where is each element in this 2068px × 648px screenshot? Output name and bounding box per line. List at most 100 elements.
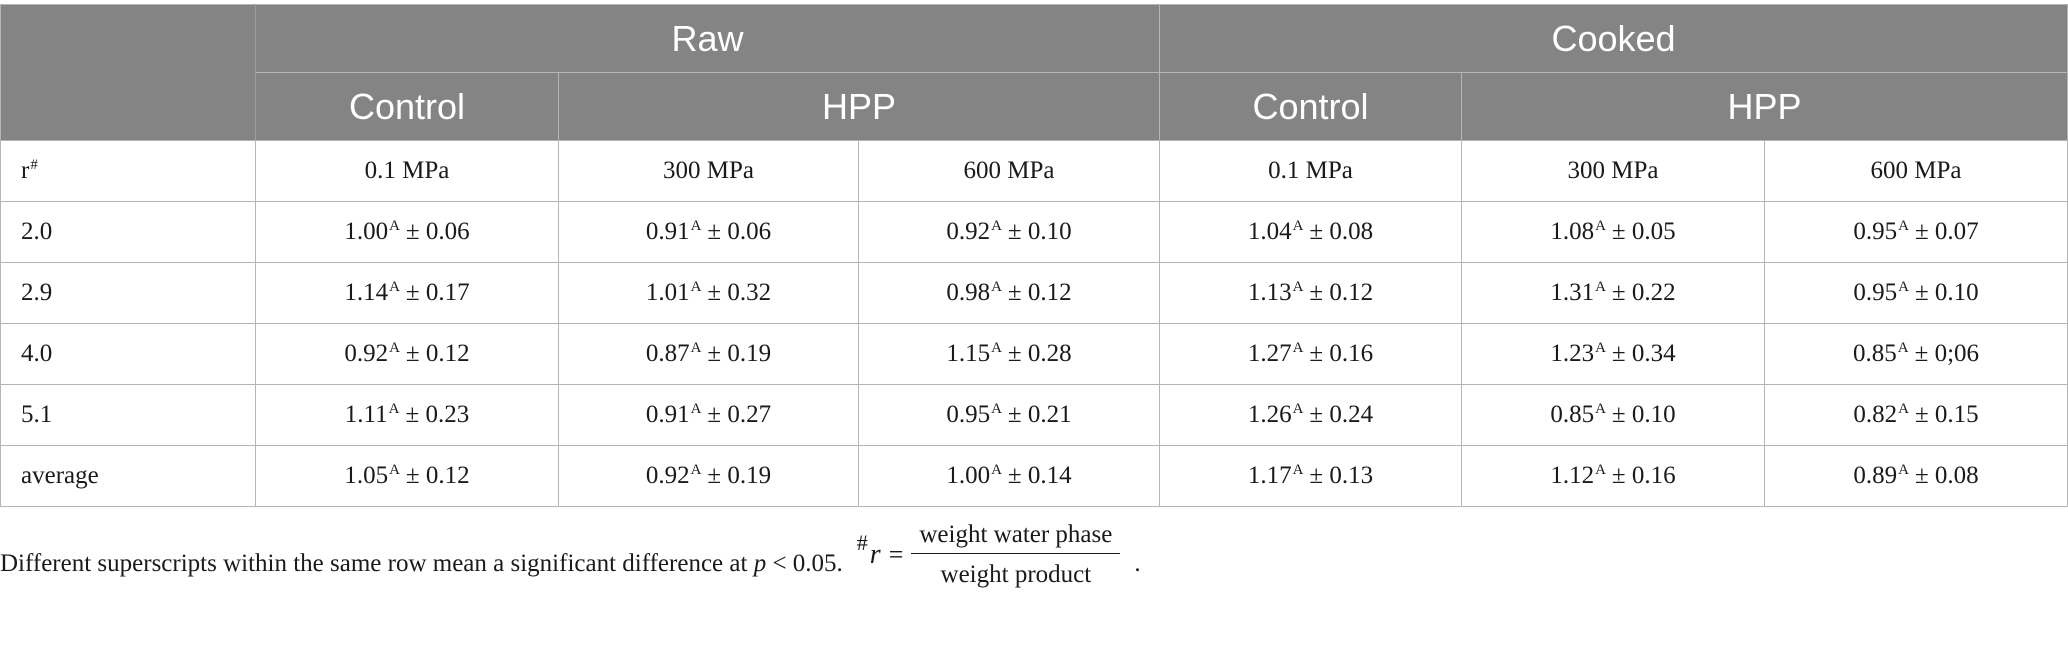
cell-superscript: A (1292, 462, 1304, 478)
row-label: 4.0 (0, 323, 256, 385)
sub-header-row: Control HPP Control HPP (1, 72, 2068, 141)
r-definition-formula: # r = weight water phase weight product (857, 522, 1121, 587)
cell-sd: ± 0;06 (1914, 340, 1980, 367)
cell-sd: ± 0.28 (1007, 340, 1072, 367)
data-cell: 0.95A ± 0.07 (1763, 201, 2068, 263)
data-cell: 0.98A ± 0.12 (858, 262, 1160, 324)
pressure-cell: 0.1 MPa (1159, 140, 1462, 202)
row-label: 2.0 (0, 201, 256, 263)
cell-mean: 1.17 (1247, 462, 1292, 489)
table-row: 2.9 1.14A ± 0.17 1.01A ± 0.32 0.98A ± 0.12 1.13… (0, 262, 2068, 324)
formula-hash: # (856, 529, 868, 555)
cell-superscript: A (1898, 401, 1909, 417)
cell-mean: 1.15 (946, 340, 991, 367)
cell-sd: ± 0.19 (707, 462, 772, 489)
cell-superscript: A (389, 462, 400, 478)
sub-header-cooked-hpp: HPP (1460, 72, 2068, 141)
data-cell: 1.00A ± 0.14 (858, 445, 1160, 507)
cell-sd: ± 0.08 (1914, 462, 1979, 489)
group-header-raw: Raw (255, 4, 1160, 73)
cell-superscript: A (1292, 218, 1304, 234)
cell-mean: 0.91 (645, 401, 690, 428)
table-row: 4.0 0.92A ± 0.12 0.87A ± 0.19 1.15A ± 0.28 1.27… (0, 323, 2068, 385)
footnote-text-after: < 0.05. (766, 550, 843, 577)
cell-sd: ± 0.32 (707, 279, 772, 306)
data-cell: 0.92A ± 0.10 (858, 201, 1160, 263)
cell-sd: ± 0.10 (1007, 218, 1072, 245)
data-cell: 1.08A ± 0.05 (1461, 201, 1765, 263)
data-cell: 1.05A ± 0.12 (255, 445, 559, 507)
cell-sd: ± 0.06 (405, 218, 470, 245)
data-cell: 1.01A ± 0.32 (558, 262, 859, 324)
r-label: r (21, 157, 30, 184)
table-row: average 1.05A ± 0.12 0.92A ± 0.19 1.00A ± 0.14… (0, 445, 2068, 507)
cell-superscript: A (1595, 401, 1606, 417)
row-label: 2.9 (0, 262, 256, 324)
cell-mean: 1.00 (344, 218, 389, 245)
cell-mean: 0.92 (645, 462, 690, 489)
cell-sd: ± 0.19 (707, 340, 772, 367)
cell-superscript: A (1595, 462, 1606, 478)
cell-mean: 1.27 (1247, 340, 1292, 367)
table-row: 2.0 1.00 A ± 0.06 0.91A ± 0.06 0.92A ± 0.10 1.04… (0, 201, 2068, 263)
cell-superscript: A (690, 218, 702, 234)
data-cell: 1.15A ± 0.28 (858, 323, 1160, 385)
cell-superscript: A (1292, 340, 1304, 356)
data-cell: 0.89A ± 0.08 (1763, 445, 2068, 507)
cell-sd: ± 0.12 (405, 462, 470, 489)
footnote-text-before: Different superscripts within the same r… (0, 550, 754, 577)
p-symbol: p (753, 550, 767, 577)
cell-mean: 1.00 (946, 462, 991, 489)
formula-period: . (1134, 550, 1141, 577)
pressure-row-label: r# (0, 140, 256, 202)
pressure-cell: 0.1 MPa (255, 140, 559, 202)
cell-sd: ± 0.17 (405, 279, 470, 306)
header-corner-cell (0, 4, 256, 141)
cell-mean: 0.85 (1550, 401, 1595, 428)
cell-mean: 1.04 (1247, 218, 1292, 245)
cell-superscript: A (991, 340, 1002, 356)
data-cell: 0.85A ± 0;06 (1763, 323, 2068, 385)
data-cell: 1.31A ± 0.22 (1461, 262, 1765, 324)
cell-superscript: A (1897, 340, 1909, 356)
cell-sd: ± 0.22 (1611, 279, 1676, 306)
cell-mean: 0.92 (344, 340, 389, 367)
cell-sd: ± 0.16 (1309, 340, 1374, 367)
cell-mean: 1.01 (645, 279, 690, 306)
data-cell: 0.92A ± 0.12 (255, 323, 559, 385)
cell-sd: ± 0.23 (405, 401, 470, 428)
r-label-sup: # (30, 157, 38, 173)
cell-sd: ± 0.05 (1611, 218, 1676, 245)
cell-sd: ± 0.21 (1007, 401, 1072, 428)
cell-sd: ± 0.12 (1007, 279, 1072, 306)
cell-sd: ± 0.34 (1611, 340, 1676, 367)
cell-mean: 0.98 (946, 279, 991, 306)
formula-variable: r (869, 538, 881, 570)
cell-superscript: A (1292, 279, 1304, 295)
sub-header-raw-hpp: HPP (558, 72, 1160, 141)
cell-superscript: A (1595, 279, 1606, 295)
cell-sd: ± 0.08 (1309, 218, 1374, 245)
cell-mean: 1.13 (1247, 279, 1292, 306)
cell-sd: ± 0.15 (1914, 401, 1979, 428)
cell-mean: 1.14 (344, 279, 389, 306)
formula-fraction: weight water phase weight product (911, 522, 1121, 587)
cell-mean: 0.91 (645, 218, 690, 245)
cell-sd: ± 0.27 (707, 401, 772, 428)
cell-mean: 0.85 (1853, 340, 1897, 367)
sub-header-raw-control: Control (255, 72, 559, 141)
cell-superscript: A (991, 401, 1002, 417)
data-cell: 0.91A ± 0.06 (558, 201, 859, 263)
data-cell: 0.85A ± 0.10 (1461, 384, 1765, 446)
data-cell: 1.17A ± 0.13 (1159, 445, 1462, 507)
group-header-cooked: Cooked (1158, 4, 2068, 73)
cell-superscript: A (690, 462, 702, 478)
data-cell: 0.82A ± 0.15 (1763, 384, 2068, 446)
cell-superscript: A (991, 462, 1002, 478)
pressure-row: r# 0.1 MPa 300 MPa 600 MPa 0.1 MPa 300 M… (0, 140, 2068, 202)
pressure-cell: 300 MPa (558, 140, 859, 202)
cell-sd: ± 0.13 (1309, 462, 1374, 489)
cell-mean: 1.23 (1550, 340, 1595, 367)
cell-sd: ± 0.10 (1611, 401, 1676, 428)
cell-superscript: A (690, 279, 702, 295)
